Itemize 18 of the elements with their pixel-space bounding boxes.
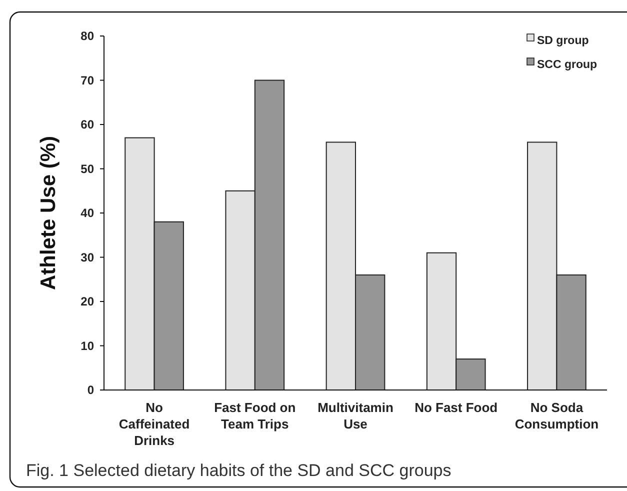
x-tick-label: No Fast Food	[414, 400, 498, 415]
y-tick-label: 40	[80, 206, 94, 220]
y-tick-label: 80	[80, 29, 94, 44]
y-tick-label: 20	[80, 294, 94, 309]
legend-label: SCC group	[537, 59, 598, 72]
y-axis-title: Athlete Use (%)	[37, 136, 60, 290]
x-tick-label: Fast Food on Team Trips	[214, 400, 296, 432]
y-tick-label: 0	[87, 383, 94, 398]
y-tick-label: 30	[80, 250, 94, 264]
y-tick-label: 70	[80, 73, 94, 88]
y-tick-label: 60	[80, 118, 94, 132]
x-tick-label: Multivitamin Use	[318, 400, 394, 432]
x-tick-label: No Soda Consumption	[514, 400, 599, 432]
y-tick-label: 50	[80, 162, 94, 176]
legend-label: SD group	[537, 35, 589, 48]
caption: Fig. 1 Selected dietary habits of the SD and SCC groups	[26, 461, 452, 480]
x-tick-label: No Caffeinated Drinks	[118, 400, 190, 448]
y-tick-label: 10	[80, 338, 94, 353]
